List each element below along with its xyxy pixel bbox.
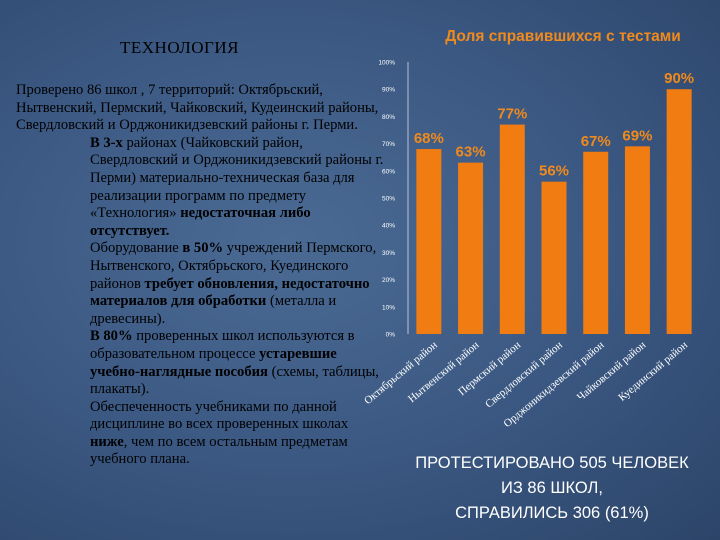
y-tick-label: 30% — [382, 250, 395, 257]
category-label-4: Свердловский район — [483, 339, 565, 411]
y-tick-label: 20% — [382, 277, 395, 284]
bar-3 — [499, 124, 525, 334]
body-text: Проверено 86 школ , 7 территорий: Октябр… — [16, 82, 388, 469]
y-tick-label: 60% — [382, 168, 395, 175]
y-tick-label: 10% — [382, 304, 395, 311]
summary-line-1: ПРОТЕСТИРОВАНО 505 ЧЕЛОВЕК — [415, 454, 689, 472]
bar-chart: 0% 10% 20% 30% 40% 50% 60% 70% 80% 90% 100% 68% Октя… — [362, 60, 694, 431]
data-label-5: 67% — [581, 133, 611, 150]
paragraph-1-fragment-1: Проверено 86 школ , 7 территорий: Октябр… — [16, 82, 379, 134]
data-label-4: 56% — [539, 163, 569, 180]
summary-line-2: ИЗ 86 ШКОЛ, — [501, 479, 603, 497]
data-label-3: 77% — [497, 106, 527, 123]
paragraph-3-fragment-1: Оборудование — [90, 240, 183, 257]
paragraph-2-fragment-3: недостаточная либо отсутствует. — [90, 205, 311, 239]
paragraph-4-fragment-3: устаревшие учебно-наглядные пособия — [90, 345, 337, 380]
y-tick-label: 70% — [382, 141, 395, 148]
paragraph-5-fragment-2: ниже — [90, 433, 124, 450]
body-paragraph-1: Проверено 86 школ , 7 территорий: Октябр… — [16, 82, 388, 135]
paragraph-3-fragment-4: требует обновления, недостаточно материа… — [90, 275, 370, 310]
y-tick-label: 0% — [386, 332, 396, 339]
summary-block: ПРОТЕСТИРОВАНО 505 ЧЕЛОВЕК ИЗ 86 ШКОЛ, С… — [392, 451, 712, 526]
y-tick-label: 40% — [382, 223, 395, 230]
body-paragraph-5: Обеспеченность учебниками по данной дисц… — [16, 399, 388, 469]
data-label-2: 63% — [456, 144, 486, 161]
bar-4 — [541, 181, 567, 334]
paragraph-3-fragment-2: в 50% — [182, 240, 224, 257]
body-paragraph-4: В 80% проверенных школ используются в об… — [16, 328, 388, 398]
bar-5 — [583, 151, 609, 334]
slide-title: ТЕХНОЛОГИЯ — [120, 38, 240, 57]
category-label-2: Нытвенский район — [406, 339, 482, 405]
summary-line-3: СПРАВИЛИСЬ 306 (61%) — [455, 504, 649, 522]
bar-2 — [458, 162, 484, 334]
paragraph-4-fragment-4: (схемы, таблицы, плакаты). — [90, 363, 379, 398]
paragraph-4-fragment-1: В 80% — [90, 328, 133, 345]
paragraph-5-fragment-1: Обеспеченность учебниками по данной дисц… — [90, 398, 349, 433]
bar-1 — [416, 149, 442, 334]
data-label-1: 68% — [414, 130, 444, 147]
data-label-6: 69% — [622, 127, 652, 144]
bar-7 — [666, 89, 692, 334]
y-tick-label: 100% — [378, 60, 395, 67]
paragraph-3-fragment-3: учреждений Пермского, Нытвенского, Октяб… — [90, 240, 377, 292]
category-label-1: Октябрьский район — [362, 339, 440, 407]
data-label-7: 90% — [664, 70, 694, 87]
body-paragraph-2: В 3-х районах (Чайковский район, Свердло… — [16, 135, 388, 241]
paragraph-5-fragment-3: , чем по всем остальным предметам учебно… — [90, 433, 348, 468]
bar-6 — [624, 146, 650, 334]
paragraph-4-fragment-2: проверенных школ используются в образова… — [90, 328, 355, 362]
body-paragraph-3: Оборудование в 50% учреждений Пермского,… — [16, 240, 388, 328]
category-label-7: Куединский район — [616, 339, 690, 404]
paragraph-3-fragment-5: (металла и древесины). — [90, 293, 337, 327]
y-tick-label: 50% — [382, 196, 395, 203]
chart-title: Доля справившихся с тестами — [445, 28, 681, 45]
paragraph-2-fragment-2: районах (Чайковский район, Свердловский … — [90, 134, 384, 222]
y-tick-label: 80% — [382, 114, 395, 121]
y-tick-label: 90% — [382, 87, 395, 94]
paragraph-2-fragment-1: В 3-х — [90, 134, 127, 151]
